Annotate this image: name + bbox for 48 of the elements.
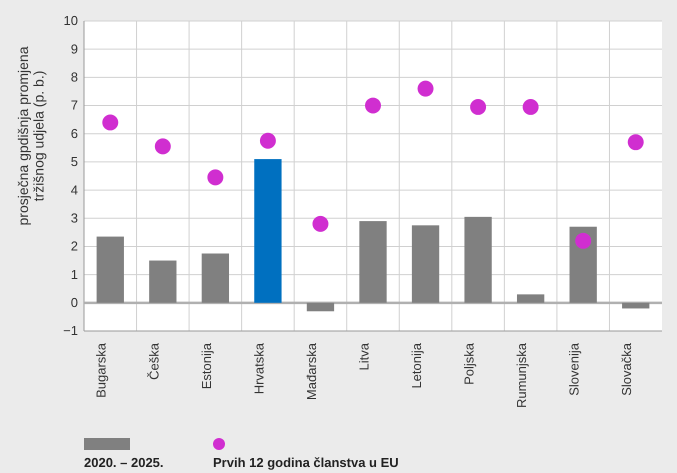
y-tick-label: 7 [70, 98, 78, 113]
point [575, 232, 592, 249]
y-tick-label: 6 [70, 126, 78, 141]
x-tick-label: Slovenija [566, 342, 582, 396]
bar [96, 236, 124, 303]
y-tick-label: 2 [70, 238, 78, 254]
legend-label: 2020. – 2025. [84, 455, 164, 470]
point [102, 114, 118, 130]
bar [622, 302, 650, 308]
point [470, 98, 486, 115]
y-tick-label: 10 [64, 13, 78, 28]
y-tick-label: 8 [70, 70, 78, 85]
y-tick-label: 3 [70, 210, 78, 226]
x-tick-label: Poljska [462, 342, 477, 385]
bar [254, 159, 282, 303]
x-tick-label: Hrvatska [251, 342, 266, 394]
bar [412, 225, 440, 303]
point [260, 132, 276, 149]
y-tick-label: 5 [70, 154, 78, 170]
bar [202, 254, 230, 303]
x-tick-label: Mađarska [304, 342, 319, 400]
bar [570, 226, 597, 303]
y-tick-label: 0 [70, 294, 78, 310]
point [207, 169, 224, 186]
point [365, 98, 381, 114]
bar [149, 260, 176, 303]
bar [306, 302, 334, 312]
x-tick-label: Litva [356, 342, 372, 370]
bar [516, 294, 544, 303]
y-tick-label: 1 [70, 266, 78, 282]
y-tick-label: −1 [63, 323, 78, 338]
x-tick-label: Slovačka [619, 342, 634, 396]
bar [464, 216, 492, 303]
y-axis-title: prosječna gpdišnja promjena tržišnog udjela (p. b.) [15, 46, 46, 226]
x-tick-label: Bugarska [94, 342, 109, 398]
y-tick-label: 4 [70, 182, 78, 198]
bar [359, 221, 387, 303]
x-tick-label: Estonija [198, 342, 214, 390]
point [628, 134, 644, 150]
x-tick-label: Češka [146, 342, 162, 380]
x-tick-label: Rumunjska [514, 342, 530, 408]
point [312, 216, 328, 232]
legend-label: Prvih 12 godina članstva u EU [213, 455, 399, 470]
y-tick-label: 9 [70, 41, 78, 56]
point [522, 98, 539, 115]
point [418, 80, 434, 97]
point [154, 138, 171, 154]
x-tick-label: Letonija [408, 342, 424, 389]
